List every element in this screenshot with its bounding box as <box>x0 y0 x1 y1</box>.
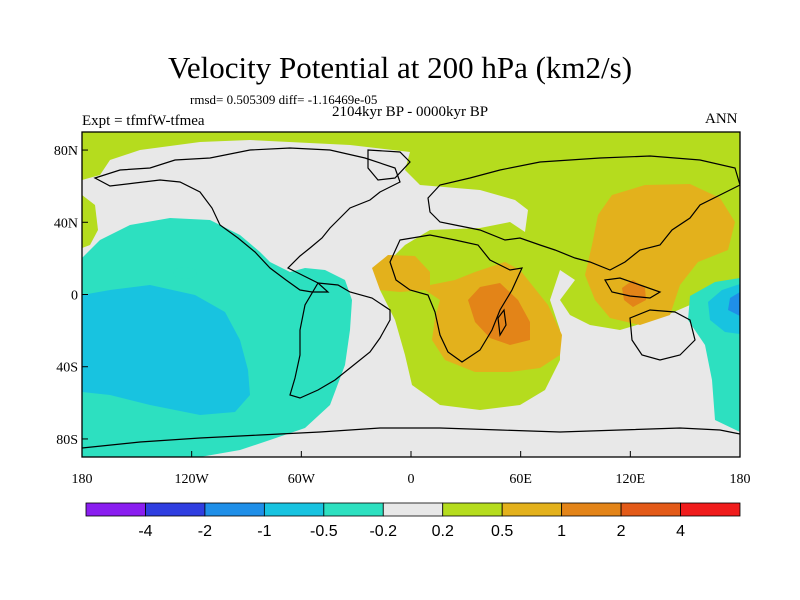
colorbar-level-label: 0.5 <box>491 523 513 540</box>
region-green-west-edge <box>82 195 98 248</box>
x-axis-ticks: 180 120W 60W 0 60E 120E 180 <box>72 451 751 487</box>
x-tick-label: 60W <box>288 472 316 487</box>
coastline-greenland <box>367 149 411 181</box>
coastline-maritime-continent <box>604 277 662 299</box>
x-tick-label: 120E <box>616 472 646 487</box>
season-label: ANN <box>705 111 738 127</box>
map-field <box>82 132 740 457</box>
colorbar-swatch <box>501 502 563 517</box>
chart-title: Velocity Potential at 200 hPa (km2/s) <box>167 50 633 85</box>
colorbar: -4 -2 -1 -0.5 -0.2 0.2 0.5 1 2 4 <box>85 502 741 540</box>
x-tick-label: 60E <box>509 472 532 487</box>
y-tick-label: 80S <box>56 433 78 448</box>
rmsd-diff-stats: rmsd= 0.505309 diff= -1.16469e-05 <box>190 92 378 107</box>
colorbar-level-label: -0.5 <box>310 523 338 540</box>
y-tick-label: 40S <box>56 361 78 376</box>
coastline-australia <box>629 309 696 361</box>
colorbar-swatch <box>680 502 741 517</box>
x-tick-label: 180 <box>730 472 751 487</box>
coastline-south-america <box>289 282 391 399</box>
colorbar-swatch <box>263 502 325 517</box>
colorbar-swatch <box>145 502 206 517</box>
colorbar-swatch <box>382 502 444 517</box>
coastline-eurasia <box>427 155 740 271</box>
experiment-label: Expt = tfmfW-tfmea <box>82 113 205 129</box>
colorbar-level-label: -0.2 <box>369 523 397 540</box>
colorbar-level-label: -4 <box>138 523 152 540</box>
y-tick-label: 0 <box>71 289 78 304</box>
colorbar-swatch <box>561 502 622 517</box>
coastline-madagascar <box>497 308 507 337</box>
coastline-north-america <box>93 147 401 293</box>
colorbar-swatch <box>204 502 265 517</box>
region-turquoise-pocket <box>173 267 197 279</box>
colorbar-level-label: 2 <box>617 523 626 540</box>
colorbar-swatch <box>442 502 503 517</box>
region-deepblue-dateline-low <box>728 292 740 316</box>
region-darkorange-maritime <box>622 280 646 307</box>
x-tick-label: 180 <box>72 472 93 487</box>
y-tick-label: 80N <box>54 144 78 159</box>
colorbar-level-label: 1 <box>557 523 566 540</box>
colorbar-level-label: 0.2 <box>432 523 454 540</box>
y-tick-label: 40N <box>54 216 78 231</box>
colorbar-swatch <box>620 502 681 517</box>
coastline-antarctica <box>82 427 740 449</box>
colorbar-swatch <box>323 502 384 517</box>
colorbar-level-label: 4 <box>676 523 685 540</box>
colorbar-level-label: -2 <box>198 523 212 540</box>
colorbar-level-label: -1 <box>257 523 271 540</box>
period-label: 2104kyr BP - 0000kyr BP <box>331 104 489 120</box>
coastlines <box>82 147 740 449</box>
x-tick-label: 120W <box>175 472 210 487</box>
x-tick-label: 0 <box>408 472 415 487</box>
region-blue-dateline-low <box>708 284 740 334</box>
coastline-africa <box>389 234 524 363</box>
colorbar-swatch <box>85 502 146 517</box>
y-axis-ticks: 80N 40N 0 40S 80S <box>54 144 88 448</box>
region-blue-pacific-low <box>82 285 250 415</box>
